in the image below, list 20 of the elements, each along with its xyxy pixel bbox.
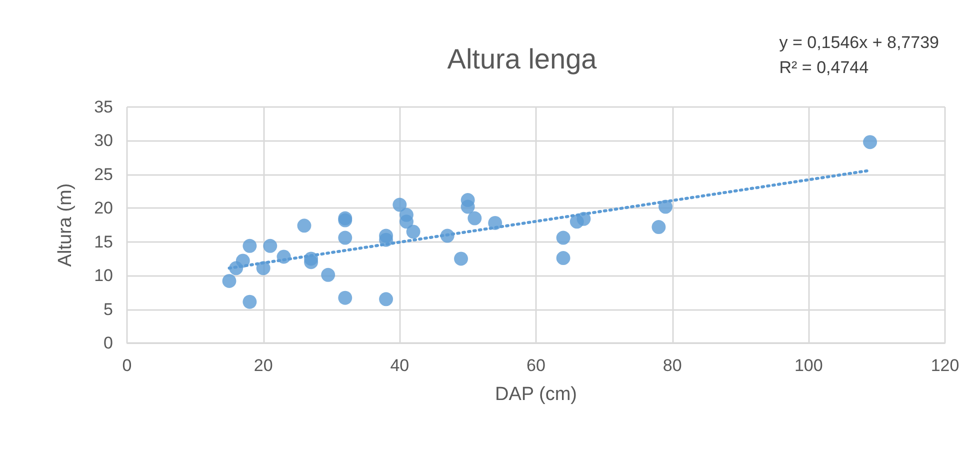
y-tick-label: 10 xyxy=(94,266,113,286)
y-tick-label: 30 xyxy=(94,131,113,150)
y-tick-label: 15 xyxy=(94,232,113,252)
x-tick-label: 40 xyxy=(390,356,410,375)
y-tick-label: 5 xyxy=(104,300,113,319)
y-tick-label: 35 xyxy=(94,98,113,116)
x-tick-label: 20 xyxy=(254,356,273,375)
x-tick-label: 60 xyxy=(526,356,546,375)
text: R² = 0,4744 xyxy=(779,58,869,77)
text: y = 0,1546x + 8,7739 xyxy=(779,33,940,52)
x-tick-label: 120 xyxy=(930,356,960,375)
x-tick-label: 0 xyxy=(122,356,132,375)
x-tick-label: 100 xyxy=(794,356,823,375)
x-axis-title: DAP (cm) xyxy=(495,384,577,405)
y-tick-label: 20 xyxy=(94,198,113,218)
y-tick-label: 25 xyxy=(94,164,113,184)
y-axis-title: Altura (m) xyxy=(55,183,76,267)
x-tick-label: 80 xyxy=(662,356,682,375)
y-tick-label: 0 xyxy=(104,334,113,352)
chart-title: Altura lenga xyxy=(447,44,598,74)
